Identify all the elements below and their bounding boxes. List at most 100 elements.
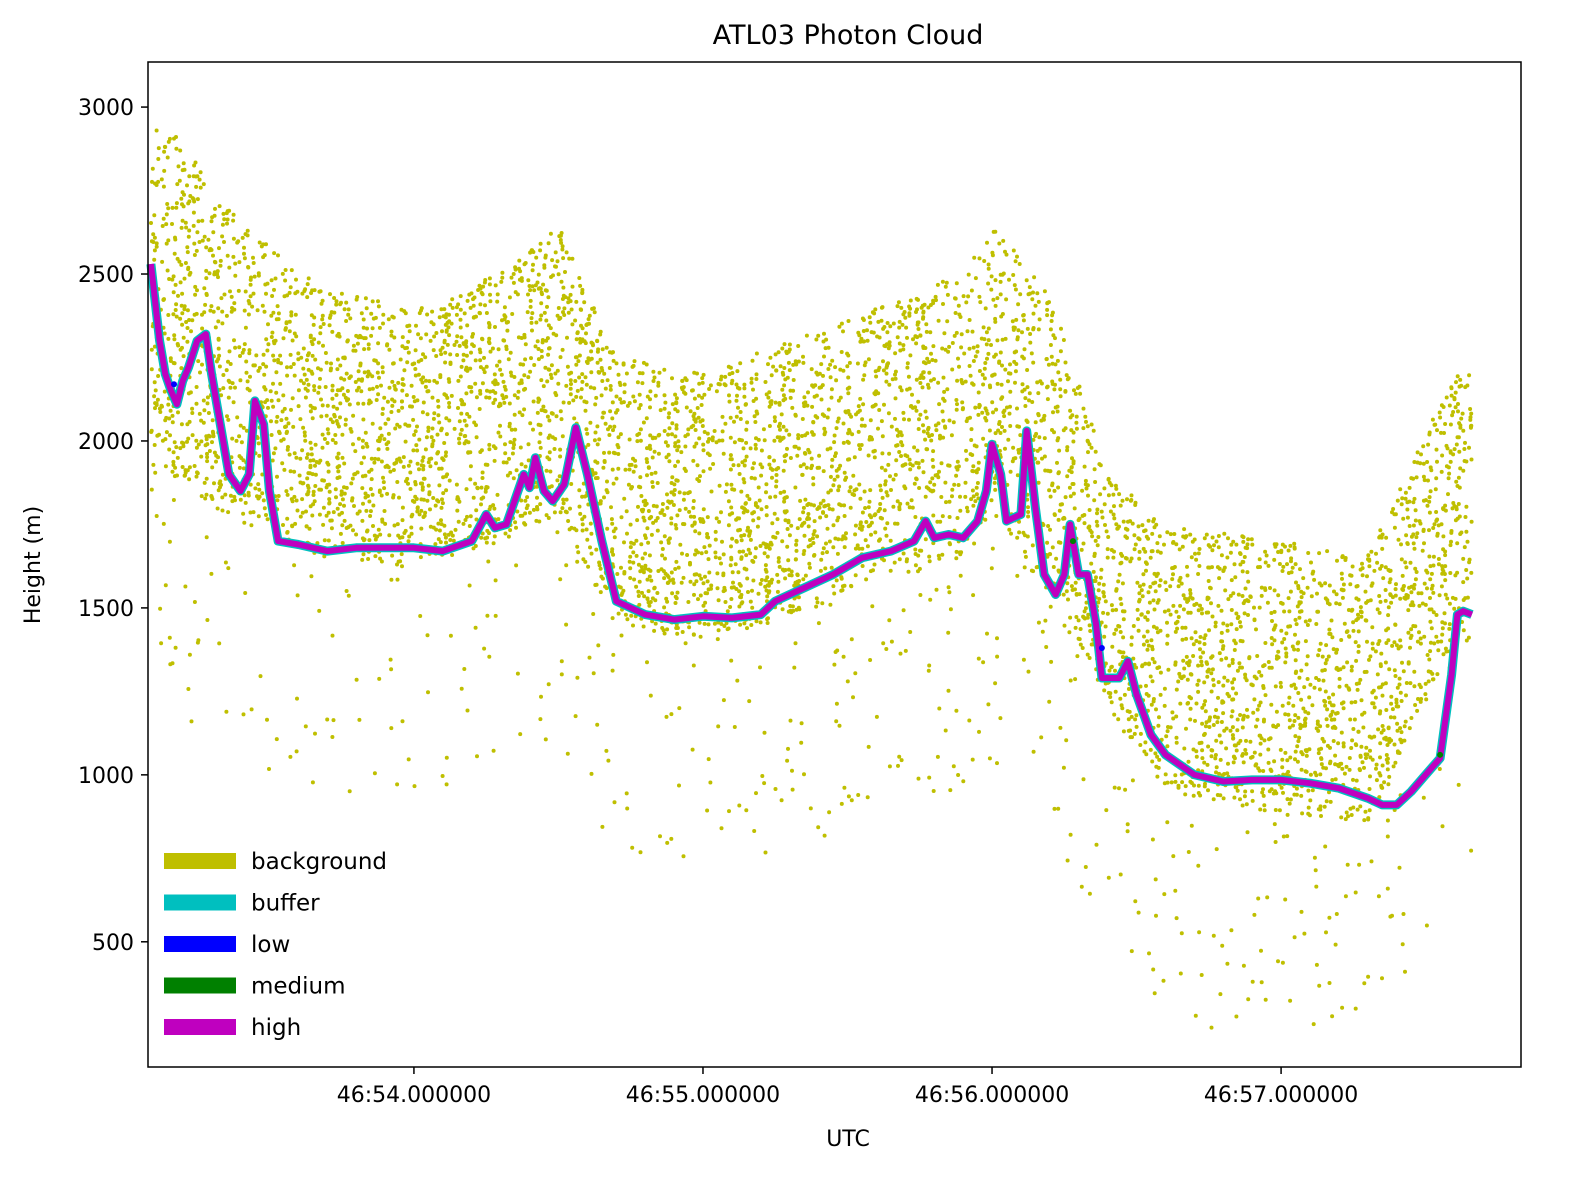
background-point (1238, 713, 1243, 717)
background-point (242, 342, 247, 347)
background-point (1260, 790, 1265, 795)
background-point (242, 256, 247, 261)
background-point (1045, 313, 1050, 318)
background-point (773, 787, 778, 791)
background-point (309, 446, 314, 451)
background-point (564, 383, 569, 388)
background-point (1205, 762, 1210, 767)
background-point (759, 473, 764, 478)
background-point (566, 519, 571, 523)
background-point (1007, 527, 1012, 532)
background-point (776, 579, 781, 584)
background-point (635, 439, 640, 444)
background-point (568, 386, 573, 391)
background-point (910, 392, 914, 397)
background-point (1319, 814, 1323, 818)
background-point (1243, 748, 1248, 752)
background-point (468, 514, 473, 519)
background-point (383, 421, 388, 426)
background-point (205, 451, 209, 456)
background-point (783, 576, 788, 581)
background-point (339, 291, 344, 296)
background-point (216, 346, 221, 351)
background-point (270, 294, 275, 298)
background-point (1369, 549, 1374, 554)
background-point (796, 359, 801, 364)
background-point (438, 348, 443, 353)
background-point (220, 309, 225, 314)
background-point (765, 575, 770, 580)
background-point (802, 404, 807, 409)
background-point (421, 515, 426, 519)
background-point (1380, 976, 1384, 981)
background-point (1051, 565, 1056, 569)
background-point (1368, 755, 1373, 760)
background-point (694, 441, 699, 446)
background-point (302, 289, 307, 293)
background-point (842, 514, 847, 518)
background-point (1002, 428, 1007, 433)
background-point (814, 604, 819, 609)
background-point (974, 492, 979, 497)
background-point (329, 361, 333, 366)
background-point (728, 435, 733, 440)
background-point (1158, 578, 1163, 583)
background-point (1240, 639, 1245, 644)
background-point (1185, 599, 1190, 604)
background-point (1290, 644, 1295, 649)
background-point (1431, 610, 1436, 615)
background-point (274, 370, 279, 375)
background-point (1049, 659, 1054, 664)
background-point (1386, 726, 1391, 731)
background-point (423, 510, 428, 515)
background-point (1303, 709, 1308, 714)
background-point (994, 407, 999, 412)
background-point (333, 440, 338, 445)
background-point (213, 325, 218, 330)
background-point (226, 359, 230, 364)
background-point (475, 754, 479, 759)
background-point (823, 430, 828, 435)
background-point (1316, 653, 1321, 658)
background-point (692, 582, 697, 587)
background-point (1219, 608, 1224, 613)
background-point (1223, 588, 1228, 593)
background-point (503, 531, 508, 536)
background-point (216, 488, 221, 493)
background-point (465, 514, 469, 519)
background-point (330, 633, 335, 638)
background-point (742, 463, 747, 468)
background-point (251, 510, 256, 515)
background-point (1246, 997, 1251, 1002)
background-point (759, 507, 764, 512)
background-point (731, 463, 736, 468)
background-point (1412, 684, 1417, 689)
background-point (1182, 527, 1187, 532)
background-point (982, 366, 987, 371)
background-point (1106, 535, 1111, 539)
background-point (375, 370, 380, 375)
background-point (392, 399, 397, 404)
background-point (381, 475, 385, 480)
background-point (651, 369, 656, 374)
background-point (778, 427, 782, 432)
background-point (841, 440, 846, 445)
background-point (595, 339, 600, 344)
background-point (481, 284, 486, 289)
background-point (167, 277, 172, 281)
background-point (1212, 714, 1217, 719)
background-point (1293, 632, 1297, 637)
background-point (1327, 602, 1332, 607)
background-point (1209, 754, 1214, 759)
background-point (662, 429, 667, 433)
background-point (742, 394, 747, 399)
background-point (736, 528, 741, 533)
background-point (656, 451, 661, 456)
background-point (884, 490, 889, 495)
background-point (697, 531, 702, 536)
background-point (753, 446, 758, 451)
background-point (728, 453, 733, 458)
background-point (351, 528, 355, 533)
background-point (298, 456, 303, 461)
background-point (866, 453, 871, 458)
